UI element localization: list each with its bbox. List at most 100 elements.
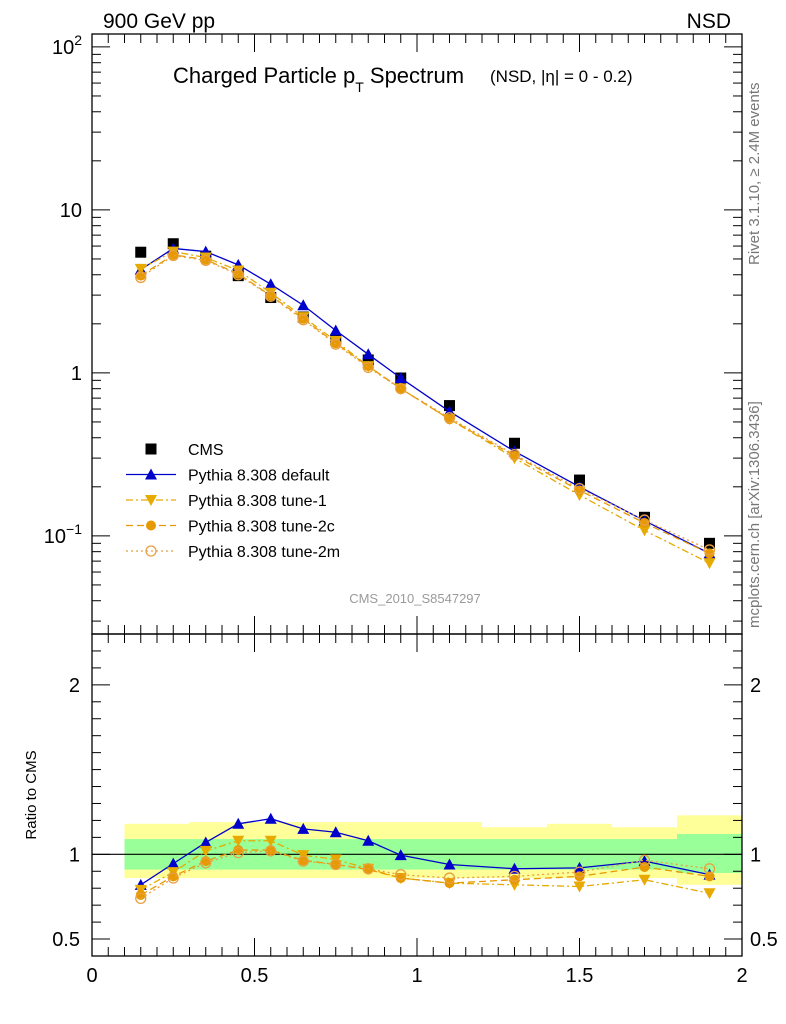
ratio-data-point [443, 858, 456, 870]
x-tick-label: 0.5 [241, 965, 269, 987]
data-point [703, 558, 716, 570]
data-point [134, 263, 147, 275]
legend-label: Pythia 8.308 default [188, 468, 330, 485]
data-point [265, 290, 277, 302]
side-text-bottom: mcplots.cern.ch [arXiv:1306.3436] [746, 401, 763, 628]
side-text-top: Rivet 3.1.10, ≥ 2.4M events [746, 83, 763, 266]
ratio-data-point [395, 869, 407, 881]
top-marks [134, 238, 716, 570]
y-tick-label: 1 [71, 363, 82, 385]
data-point [298, 313, 309, 324]
data-point [200, 254, 212, 267]
ratio-frame [91, 633, 743, 957]
data-point [167, 249, 179, 262]
band-inner [677, 833, 742, 873]
legend-label: Pythia 8.308 tune-1 [188, 493, 327, 510]
ratio-y-tick-label: 0.5 [52, 929, 80, 951]
ratio-data-point [264, 835, 277, 847]
series-line [140, 254, 710, 555]
ratio-data-point [329, 826, 342, 838]
ratio-data-point [265, 845, 277, 857]
ratio-data-point [362, 863, 374, 875]
ratio-data-point [233, 845, 244, 856]
ratio-series-line [140, 850, 710, 899]
data-point [638, 514, 651, 526]
data-point [395, 383, 407, 395]
x-tick-label: 0 [86, 965, 97, 987]
ratio-data-point [638, 854, 651, 866]
ratio-data-point [574, 871, 585, 882]
ratio-data-point [298, 855, 309, 866]
series-line [140, 250, 710, 564]
ratio-data-point [508, 862, 521, 874]
y-tick-label-base: 1 [71, 363, 82, 385]
x-tick-label: 1 [411, 965, 422, 987]
data-point [297, 314, 309, 326]
y-tick-label: 102 [52, 32, 82, 59]
data-point [362, 354, 374, 366]
ratio-series-line [140, 840, 710, 894]
ratio-bands [92, 815, 742, 885]
ratio-data-point [638, 874, 651, 886]
data-point [703, 544, 716, 556]
ratio-data-point [394, 849, 407, 861]
ratio-data-point [330, 858, 342, 871]
data-point [394, 372, 407, 384]
data-point [573, 482, 586, 495]
legend-label: Pythia 8.308 tune-2m [188, 544, 340, 561]
data-point [639, 517, 650, 528]
legend-marker [145, 468, 157, 480]
data-point [297, 299, 310, 311]
data-point [508, 449, 521, 461]
data-point [574, 474, 585, 486]
ratio-data-point [363, 864, 374, 875]
ratio-data-point [508, 870, 521, 882]
ratio-y-tick-label: 1 [69, 844, 80, 866]
data-point [443, 412, 456, 424]
data-point [264, 278, 277, 290]
bottom-panel: 0.5 0.5 1 1 2 2 0 0.5 1 1.5 2 Ratio to CMS [23, 633, 778, 987]
ratio-data-point [703, 863, 716, 875]
x-tick-label: 2 [736, 965, 747, 987]
y-tick-label-exponent: 2 [74, 32, 82, 48]
ratio-y-tick-label: 2 [69, 675, 80, 697]
data-point [704, 537, 715, 549]
ratio-data-point [135, 892, 147, 905]
ratio-marks [134, 812, 716, 905]
data-point [330, 338, 342, 350]
ratio-data-point [330, 859, 341, 870]
ratio-data-point [232, 817, 245, 829]
y-tick-label: 10 [60, 200, 82, 222]
ratio-data-point [167, 872, 179, 884]
ratio-data-point [362, 834, 375, 846]
legend: CMS Pythia 8.308 default Pythia 8.308 tune… [126, 442, 340, 561]
header-right: NSD [687, 10, 731, 33]
ratio-data-point [200, 857, 212, 869]
data-point [362, 361, 374, 374]
ratio-data-point [232, 835, 245, 847]
data-point [509, 437, 520, 449]
ratio-data-point [297, 822, 310, 834]
ratio-data-point [395, 873, 406, 884]
data-point [704, 548, 715, 559]
ratio-ylabel: Ratio to CMS [23, 750, 40, 839]
legend-marker [145, 545, 157, 557]
y-tick-label: 10−1 [44, 521, 82, 548]
reference-label: CMS_2010_S8547297 [349, 591, 481, 606]
ratio-data-point [199, 845, 212, 857]
data-point [135, 271, 147, 284]
chart-title-extra: (NSD, |η| = 0 - 0.2) [490, 67, 633, 86]
ratio-data-point [703, 888, 716, 900]
legend-marker [145, 443, 157, 455]
ratio-data-point [167, 857, 180, 869]
y-tick-label-base: 10 [44, 526, 66, 548]
ratio-y-tick-label-right: 2 [750, 675, 761, 697]
ratio-data-point [509, 874, 520, 885]
header-left: 900 GeV pp [103, 10, 215, 33]
y-tick-label-base: 10 [52, 37, 74, 59]
data-point [232, 269, 244, 281]
ratio-y-tick-label-right: 0.5 [750, 929, 778, 951]
legend-marker [146, 520, 156, 531]
y-tick-label-exponent: −1 [66, 521, 82, 537]
